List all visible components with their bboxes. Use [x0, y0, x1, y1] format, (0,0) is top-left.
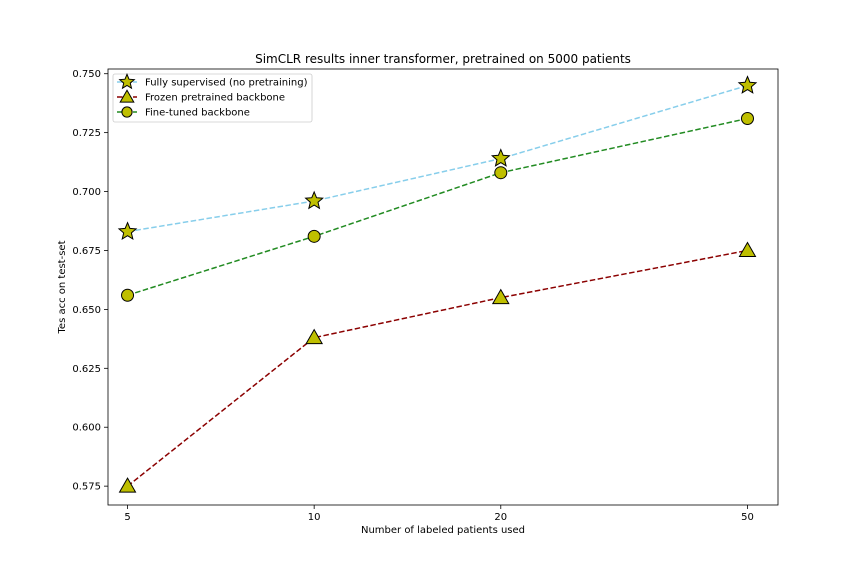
y-tick-label: 0.625 [72, 364, 101, 375]
x-tick-label: 10 [308, 512, 321, 523]
x-axis-label: Number of labeled patients used [361, 525, 525, 536]
legend: Fully supervised (no pretraining) Frozen … [112, 73, 313, 123]
y-tick-label: 0.700 [72, 187, 101, 198]
y-tick-label: 0.725 [72, 128, 101, 139]
legend-marker-0 [118, 73, 136, 90]
legend-label-2: Fine-tuned backbone [145, 108, 250, 119]
data-point-2-1 [307, 229, 321, 243]
data-point-2-2 [494, 166, 508, 180]
data-point-0-0 [117, 221, 138, 240]
y-tick-label: 0.575 [72, 482, 101, 493]
y-axis-label: Tes acc on test-set [57, 240, 68, 334]
legend-marker-2 [121, 106, 133, 118]
y-tick-label: 0.750 [72, 69, 101, 80]
data-point-2-0 [121, 288, 135, 302]
series-line-0 [127, 84, 748, 233]
data-point-2-3 [740, 111, 754, 125]
legend-marker-1 [119, 89, 135, 103]
y-tick-label: 0.650 [72, 305, 101, 316]
chart-title: SimCLR results inner transformer, pretra… [255, 52, 631, 66]
legend-label-1: Frozen pretrained backbone [145, 93, 285, 104]
data-point-0-1 [304, 190, 324, 210]
plot-frame [107, 68, 779, 506]
legend-box [112, 73, 313, 123]
y-tick-label: 0.600 [72, 423, 101, 434]
data-point-1-2 [491, 288, 510, 305]
x-axis: 5 10 20 50 [124, 505, 754, 523]
y-tick-label: 0.675 [72, 246, 101, 257]
data-point-1-1 [305, 328, 324, 345]
legend-label-0: Fully supervised (no pretraining) [145, 78, 308, 89]
data-point-0-2 [490, 148, 511, 167]
x-tick-label: 20 [494, 512, 507, 523]
y-axis: 0.575 0.600 0.625 0.650 0.675 0.700 0.725 0.750 [72, 69, 108, 493]
x-tick-label: 5 [124, 512, 130, 523]
series-line-1 [127, 249, 748, 487]
x-tick-label: 50 [741, 512, 754, 523]
data-point-0-3 [737, 75, 758, 94]
series-line-2 [127, 117, 748, 296]
data-point-1-0 [118, 477, 137, 493]
data-point-1-3 [738, 241, 757, 257]
